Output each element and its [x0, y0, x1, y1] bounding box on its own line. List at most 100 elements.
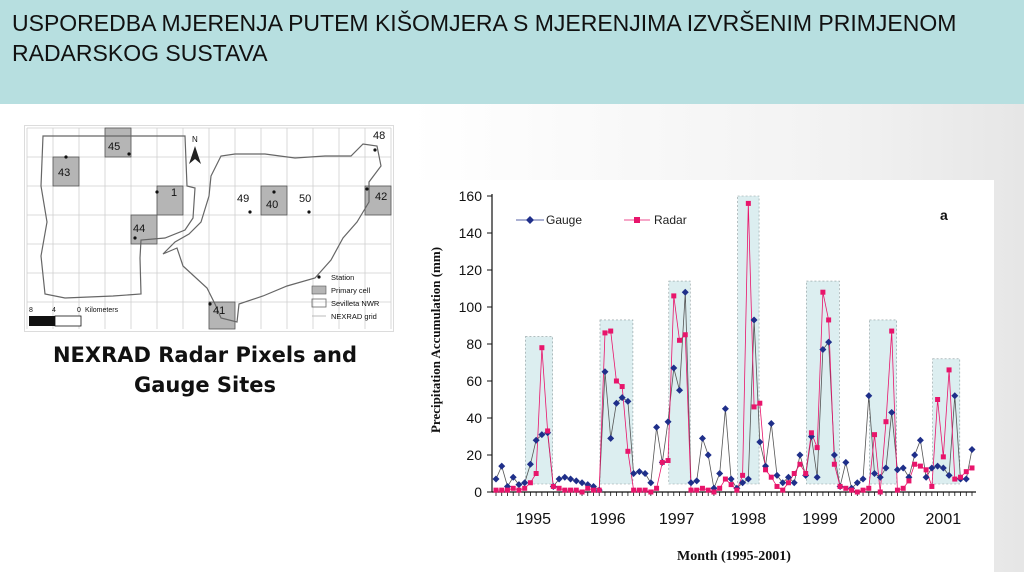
gauge-point [687, 479, 695, 487]
y-tick-label: 140 [459, 225, 483, 241]
radar-point [619, 384, 625, 390]
gauge-point [498, 462, 506, 470]
chart-axes [491, 194, 976, 493]
radar-point [636, 487, 642, 493]
radar-point [659, 459, 665, 465]
radar-point [774, 483, 780, 489]
gauge-point [813, 473, 821, 481]
radar-legend-marker [634, 217, 640, 223]
radar-point [843, 485, 849, 491]
gauge-point [934, 462, 942, 470]
radar-point [539, 345, 545, 351]
radar-point [826, 317, 832, 323]
north-label: N [192, 135, 198, 144]
y-tick-label: 0 [474, 484, 482, 500]
radar-point [585, 485, 591, 491]
gauge-point [532, 436, 540, 444]
gauge-point [521, 479, 529, 487]
gauge-point [641, 470, 649, 477]
station-label-50: 50 [299, 193, 311, 205]
map-legend: Station Primary cell Sevilleta NWR NEXRA… [311, 273, 380, 321]
title-banner: USPOREDBA MJERENJA PUTEM KIŠOMJERA S MJE… [0, 0, 1024, 104]
highlight-bands [525, 195, 961, 485]
radar-point [579, 489, 585, 495]
gauge-point [515, 481, 523, 489]
gauge-point [630, 470, 638, 477]
gauge-point [962, 475, 970, 483]
svg-text:Primary cell: Primary cell [331, 286, 371, 295]
gauge-point [922, 473, 930, 481]
station-label-49: 49 [237, 193, 249, 205]
radar-point [877, 489, 883, 495]
cell-label-42: 42 [375, 191, 387, 203]
radar-point [917, 463, 923, 469]
gauge-point [693, 477, 701, 485]
gauge-point [601, 368, 609, 376]
radar-point [625, 448, 631, 454]
gauge-point [739, 479, 747, 487]
station-label-48: 48 [373, 130, 385, 142]
gauge-point [492, 475, 500, 483]
cell-label-1: 1 [171, 187, 177, 199]
gauge-point [939, 464, 947, 472]
gauge-point [698, 434, 706, 442]
radar-point [831, 461, 837, 467]
gauge-point [773, 471, 781, 479]
radar-point [602, 330, 608, 336]
y-ticks: 0 20 40 60 80 100 120 140 160 [459, 188, 492, 500]
radar-point [648, 489, 654, 495]
gauge-point [612, 399, 620, 407]
gauge-point [653, 423, 661, 431]
legend-radar: Radar [654, 213, 687, 227]
legend-gauge: Gauge [546, 213, 582, 227]
radar-point [740, 472, 746, 478]
gauge-point [607, 434, 615, 442]
year-label-1999: 1999 [802, 511, 838, 528]
radar-point [516, 487, 522, 493]
radar-point [808, 430, 814, 436]
gauge-point [916, 436, 924, 444]
gauge-point [676, 386, 684, 394]
radar-point [705, 487, 711, 493]
cell-1 [156, 185, 184, 216]
year-label-1995: 1995 [515, 511, 551, 528]
radar-point [688, 487, 694, 493]
gauge-point [681, 288, 689, 296]
radar-point [785, 480, 791, 486]
gauge-point [578, 479, 586, 487]
radar-point [963, 469, 969, 475]
y-tick-label: 160 [459, 188, 483, 204]
radar-point [768, 474, 774, 480]
cell-label-41: 41 [213, 305, 225, 317]
radar-point [717, 485, 723, 491]
radar-point [837, 483, 843, 489]
y-tick-label: 100 [459, 299, 483, 315]
gauge-point [865, 392, 873, 400]
chart-legend: Gauge Radar [516, 213, 687, 227]
radar-point [711, 489, 717, 495]
svg-text:Kilometers: Kilometers [85, 307, 119, 314]
cell-41 [208, 301, 236, 330]
radar-point [608, 328, 614, 334]
gauge-point [572, 477, 580, 485]
gauge-point [911, 451, 919, 459]
radar-point [849, 487, 855, 493]
radar-point [745, 200, 751, 206]
gauge-point [727, 475, 735, 483]
gauge-point [721, 405, 729, 413]
radar-point [734, 487, 740, 493]
gauge-point [876, 473, 884, 481]
radar-point [969, 465, 975, 471]
gauge-point [882, 464, 890, 472]
radar-point [900, 485, 906, 491]
cell-label-43: 43 [58, 167, 70, 179]
radar-point [556, 485, 562, 491]
gauge-point [784, 473, 792, 481]
svg-text:8: 8 [29, 307, 33, 314]
radar-point [499, 487, 505, 493]
y-tick-label: 80 [466, 336, 482, 352]
gauge-point [704, 451, 712, 459]
radar-point [642, 487, 648, 493]
cell-45 [104, 127, 132, 158]
radar-point [814, 445, 820, 451]
